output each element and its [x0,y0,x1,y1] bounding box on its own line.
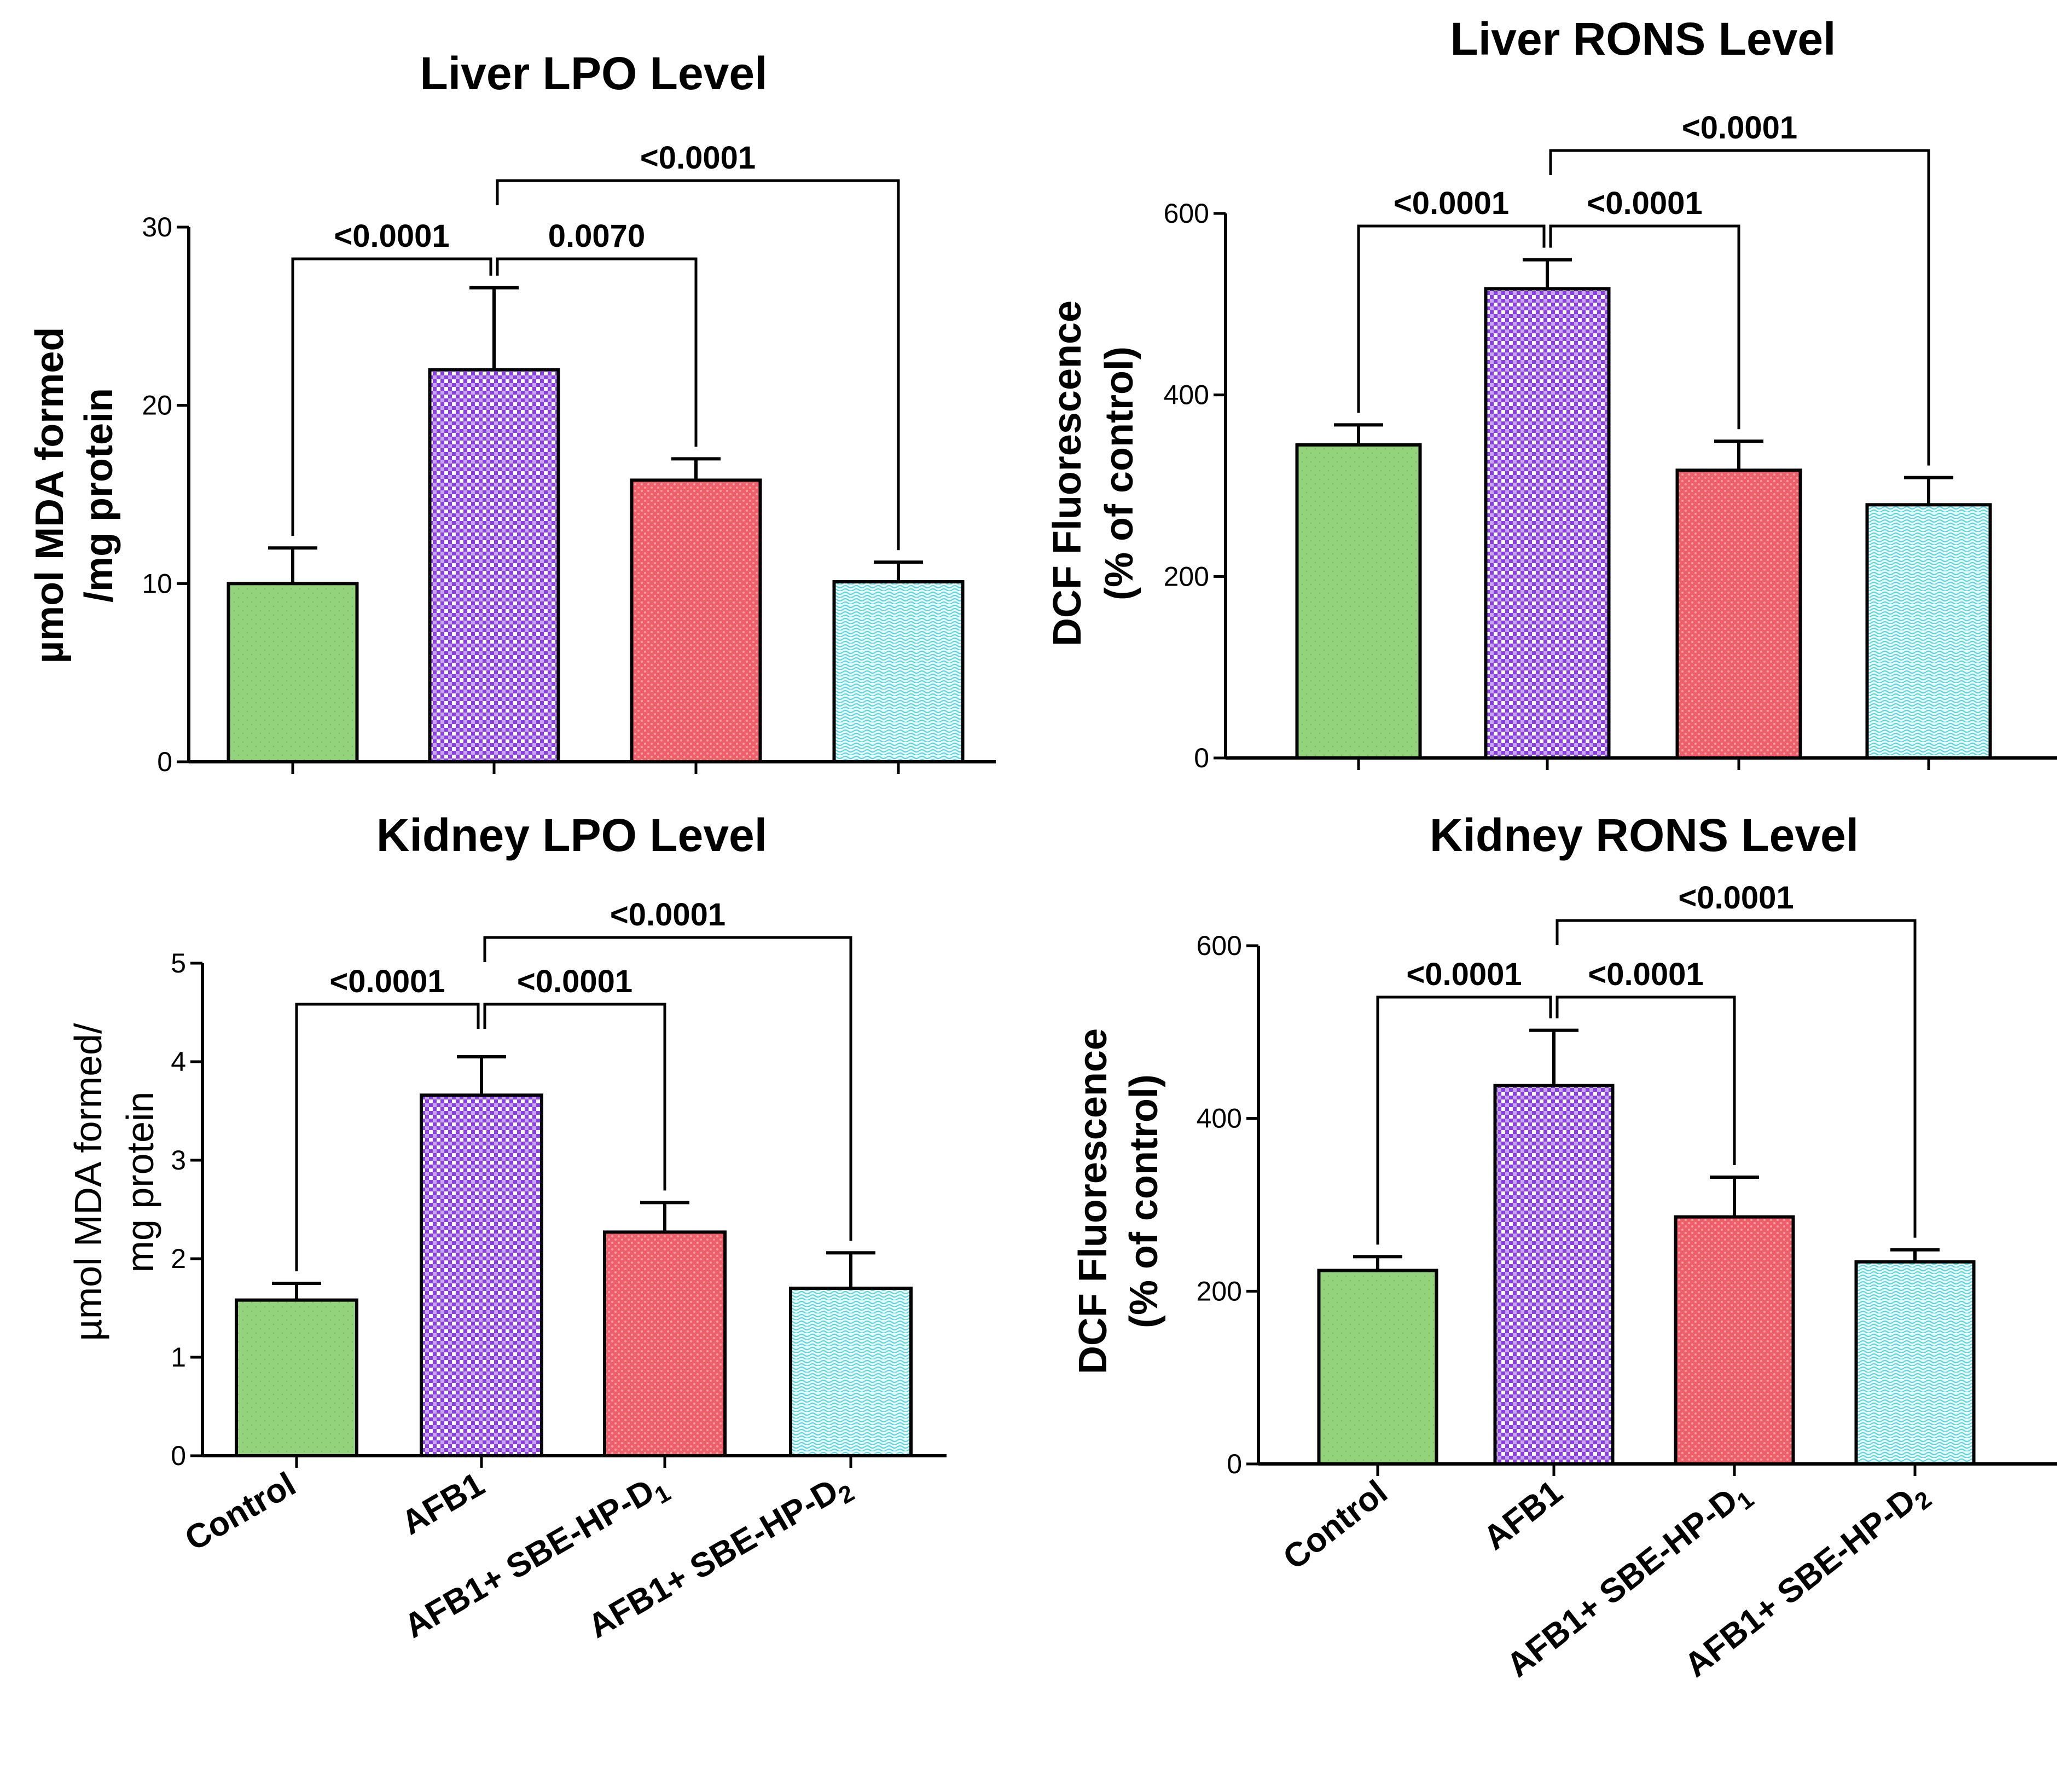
y-tick-label: 5 [171,948,186,979]
x-label-afb1: AFB1 [395,1465,491,1542]
p-value-label: <0.0001 [334,218,449,254]
bar-control [227,582,359,764]
p-value-label: 0.0070 [548,218,645,254]
bar-afb1-d1 [603,1230,727,1457]
y-axis-label-line: (% of control) [1098,346,1141,600]
y-tick-label: 600 [1164,198,1209,229]
p-value-label: <0.0001 [1682,110,1797,146]
p-value-label: <0.0001 [640,140,756,176]
chart-title: Kidney RONS Level [1430,809,1859,861]
panel-liver-lpo: Liver LPO Level µmol MDA formed/mg protei… [28,48,996,777]
significance-bracket [496,179,900,551]
y-tick-label: 400 [1164,380,1209,410]
significance-bracket [295,1003,480,1271]
y-tick-label: 0 [171,1440,186,1471]
panel-kidney-rons: Kidney RONS Level DCF Fluorescence (% of c… [1071,809,2057,1479]
y-tick-label: 200 [1164,561,1209,592]
p-value-label: <0.0001 [1394,186,1509,221]
y-axis-label-line: µmol MDA formed [28,327,72,664]
y-axis-label-line: /mg protein [77,388,121,603]
y-axis-label-line: mg protein [119,1092,161,1273]
chart-title: Kidney LPO Level [376,809,767,861]
significance-bracket [291,257,492,536]
y-tick-label: 400 [1197,1103,1242,1134]
significance-bracket [496,257,698,447]
y-tick-label: 0 [1194,743,1209,773]
significance-bracket [1556,995,1736,1165]
bar-afb1-d2 [1854,1260,1976,1466]
bar-afb1-d1 [1674,1215,1795,1466]
bar-afb1-d2 [1865,503,1992,760]
y-tick-label: 20 [142,390,172,421]
significance-bracket [1556,919,1917,1238]
significance-bracket [483,936,852,1241]
p-value-label: <0.0001 [610,897,726,933]
chart-title: Liver LPO Level [420,48,768,99]
significance-bracket [1549,224,1740,430]
bar-afb1-d1 [630,478,762,763]
bar-control [235,1298,358,1458]
p-value-label: <0.0001 [1406,957,1522,992]
bar-afb1-d1 [1675,468,1802,760]
p-value-label: <0.0001 [517,964,632,999]
y-tick-label: 1 [171,1342,186,1373]
p-value-label: <0.0001 [1678,880,1794,916]
x-axis-labels-right: Control AFB1 AFB1+ SBE-HP-D1 AFB1+ SBE-H… [1276,1473,1936,1685]
chart-title: Liver RONS Level [1450,13,1836,65]
p-value-label: <0.0001 [1588,957,1703,992]
y-axis-label-line: DCF Fluorescence [1071,1028,1115,1374]
y-tick-label: 600 [1197,930,1242,961]
y-tick-label: 0 [157,746,172,777]
bar-afb1 [1484,287,1611,760]
y-tick-label: 200 [1197,1276,1242,1306]
bar-afb1-d2 [789,1287,913,1457]
y-tick-label: 4 [171,1046,186,1077]
x-axis-labels-left: Control AFB1 AFB1+ SBE-HP-D1 AFB1+ SBE-H… [179,1465,859,1646]
y-axis-label-line: DCF Fluorescence [1046,300,1089,646]
bar-afb1 [420,1093,543,1457]
y-tick-label: 10 [142,568,172,599]
significance-bracket [483,1003,666,1191]
significance-bracket [1376,995,1552,1245]
y-tick-label: 0 [1227,1449,1242,1479]
y-tick-label: 3 [171,1145,186,1176]
p-value-label: <0.0001 [329,964,445,999]
bar-afb1 [428,368,560,763]
bar-control [1317,1269,1438,1466]
x-label-afb1: AFB1 [1477,1473,1570,1558]
panel-liver-rons: Liver RONS Level DCF Fluorescence (% of co… [1046,13,2057,773]
significance-bracket [1549,149,1930,466]
y-axis-label-line: µmol MDA formed/ [67,1023,109,1341]
p-value-label: <0.0001 [1587,186,1702,221]
bar-afb1-d2 [832,580,965,763]
bar-control [1295,443,1422,760]
x-label-control: Control [179,1465,302,1558]
x-label-control: Control [1276,1473,1394,1577]
bar-afb1 [1493,1084,1615,1466]
y-axis-label-line: (% of control) [1122,1074,1166,1328]
panel-kidney-lpo: Kidney LPO Level µmol MDA formed/mg prote… [67,809,947,1471]
significance-bracket [1357,224,1546,413]
y-tick-label: 30 [142,212,172,242]
y-tick-label: 2 [171,1243,186,1274]
